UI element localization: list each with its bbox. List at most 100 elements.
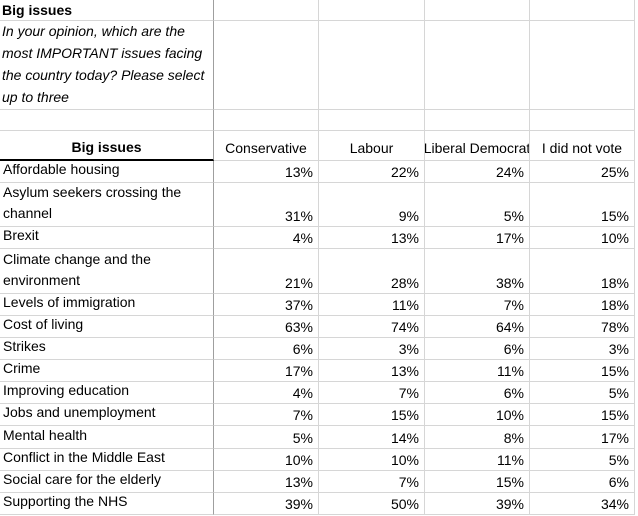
survey-question-cell[interactable]: In your opinion, which are the most IMPO… — [0, 21, 214, 110]
issue-cell[interactable]: Jobs and unemployment — [0, 404, 214, 426]
issue-cell[interactable]: Crime — [0, 360, 214, 382]
value-cell[interactable]: 15% — [425, 471, 530, 493]
value-cell[interactable]: 17% — [425, 227, 530, 249]
value-cell[interactable]: 15% — [319, 404, 425, 426]
column-header-i-did-not-vote[interactable]: I did not vote — [530, 131, 635, 161]
value-cell[interactable]: 7% — [214, 404, 319, 426]
value-cell[interactable]: 38% — [425, 249, 530, 294]
issue-cell[interactable]: Supporting the NHS — [0, 493, 214, 515]
table-row: Levels of immigration 37% 11% 7% 18% — [0, 294, 638, 316]
value-cell[interactable]: 8% — [425, 426, 530, 449]
issue-cell[interactable]: Levels of immigration — [0, 294, 214, 316]
value-cell[interactable]: 3% — [319, 338, 425, 360]
sheet-title-cell[interactable]: Big issues — [0, 0, 214, 21]
value-cell[interactable]: 10% — [214, 449, 319, 471]
value-cell[interactable]: 63% — [214, 316, 319, 338]
column-header-labour[interactable]: Labour — [319, 131, 425, 161]
title-row: Big issues — [0, 0, 638, 21]
value-cell[interactable]: 21% — [214, 249, 319, 294]
issue-cell[interactable]: Climate change and the environment — [0, 249, 214, 294]
value-cell[interactable]: 5% — [425, 183, 530, 227]
value-cell[interactable]: 11% — [319, 294, 425, 316]
value-cell[interactable]: 64% — [425, 316, 530, 338]
value-cell[interactable]: 4% — [214, 382, 319, 404]
value-cell[interactable]: 39% — [425, 493, 530, 515]
issue-cell[interactable]: Improving education — [0, 382, 214, 404]
value-cell[interactable]: 14% — [319, 426, 425, 449]
empty-cell[interactable] — [530, 110, 635, 131]
value-cell[interactable]: 78% — [530, 316, 635, 338]
value-cell[interactable]: 13% — [214, 161, 319, 183]
value-cell[interactable]: 10% — [530, 227, 635, 249]
value-cell[interactable]: 9% — [319, 183, 425, 227]
issue-cell[interactable]: Social care for the elderly — [0, 471, 214, 493]
issue-label: Brexit — [3, 227, 39, 243]
value-cell[interactable]: 15% — [530, 183, 635, 227]
value-cell[interactable]: 22% — [319, 161, 425, 183]
column-header-liberal-democrat[interactable]: Liberal Democrat — [425, 131, 530, 161]
value-cell[interactable]: 50% — [319, 493, 425, 515]
empty-cell[interactable] — [425, 110, 530, 131]
empty-cell[interactable] — [214, 0, 319, 21]
table-row: Conflict in the Middle East 10% 10% 11% … — [0, 449, 638, 471]
issue-cell[interactable]: Brexit — [0, 227, 214, 249]
issue-cell[interactable]: Asylum seekers crossing the channel — [0, 183, 214, 227]
value-cell[interactable]: 6% — [425, 382, 530, 404]
value-cell[interactable]: 13% — [319, 227, 425, 249]
value-cell[interactable]: 34% — [530, 493, 635, 515]
table-row: Asylum seekers crossing the channel 31% … — [0, 183, 638, 227]
empty-cell[interactable] — [425, 21, 530, 110]
table-header-label-cell[interactable]: Big issues — [0, 131, 214, 161]
value-cell[interactable]: 18% — [530, 249, 635, 294]
table-row: Brexit 4% 13% 17% 10% — [0, 227, 638, 249]
value-cell[interactable]: 11% — [425, 360, 530, 382]
empty-cell[interactable] — [319, 21, 425, 110]
value-cell[interactable]: 13% — [214, 471, 319, 493]
empty-cell[interactable] — [214, 110, 319, 131]
value-cell[interactable]: 4% — [214, 227, 319, 249]
issue-cell[interactable]: Conflict in the Middle East — [0, 449, 214, 471]
value-cell[interactable]: 15% — [530, 404, 635, 426]
value-cell[interactable]: 25% — [530, 161, 635, 183]
value-cell[interactable]: 6% — [425, 338, 530, 360]
value-cell[interactable]: 7% — [319, 382, 425, 404]
value-cell[interactable]: 15% — [530, 360, 635, 382]
value-cell[interactable]: 17% — [530, 426, 635, 449]
value-cell[interactable]: 5% — [530, 382, 635, 404]
issue-label: Strikes — [3, 338, 46, 354]
column-header-conservative[interactable]: Conservative — [214, 131, 319, 161]
issue-label: Levels of immigration — [3, 294, 136, 310]
empty-cell[interactable] — [319, 110, 425, 131]
issue-cell[interactable]: Strikes — [0, 338, 214, 360]
value-cell[interactable]: 39% — [214, 493, 319, 515]
value-cell[interactable]: 7% — [425, 294, 530, 316]
empty-cell[interactable] — [530, 21, 635, 110]
value-cell[interactable]: 18% — [530, 294, 635, 316]
issue-cell[interactable]: Cost of living — [0, 316, 214, 338]
value-cell[interactable]: 17% — [214, 360, 319, 382]
value-cell[interactable]: 11% — [425, 449, 530, 471]
value-cell[interactable]: 6% — [530, 471, 635, 493]
issue-cell[interactable]: Affordable housing — [0, 161, 214, 183]
value-cell[interactable]: 74% — [319, 316, 425, 338]
value-cell[interactable]: 37% — [214, 294, 319, 316]
empty-cell[interactable] — [530, 0, 635, 21]
empty-cell[interactable] — [319, 0, 425, 21]
value-cell[interactable]: 31% — [214, 183, 319, 227]
value-cell[interactable]: 24% — [425, 161, 530, 183]
value-cell[interactable]: 7% — [319, 471, 425, 493]
value-cell[interactable]: 10% — [319, 449, 425, 471]
empty-cell[interactable] — [0, 110, 214, 131]
empty-cell[interactable] — [214, 21, 319, 110]
value-cell[interactable]: 28% — [319, 249, 425, 294]
value-cell[interactable]: 6% — [214, 338, 319, 360]
value-cell[interactable]: 5% — [214, 426, 319, 449]
issue-cell[interactable]: Mental health — [0, 426, 214, 449]
empty-cell[interactable] — [425, 0, 530, 21]
value-cell[interactable]: 3% — [530, 338, 635, 360]
value-cell[interactable]: 13% — [319, 360, 425, 382]
sheet-title: Big issues — [2, 2, 73, 18]
value-cell[interactable]: 5% — [530, 449, 635, 471]
value-cell[interactable]: 10% — [425, 404, 530, 426]
table-row: Jobs and unemployment 7% 15% 10% 15% — [0, 404, 638, 426]
